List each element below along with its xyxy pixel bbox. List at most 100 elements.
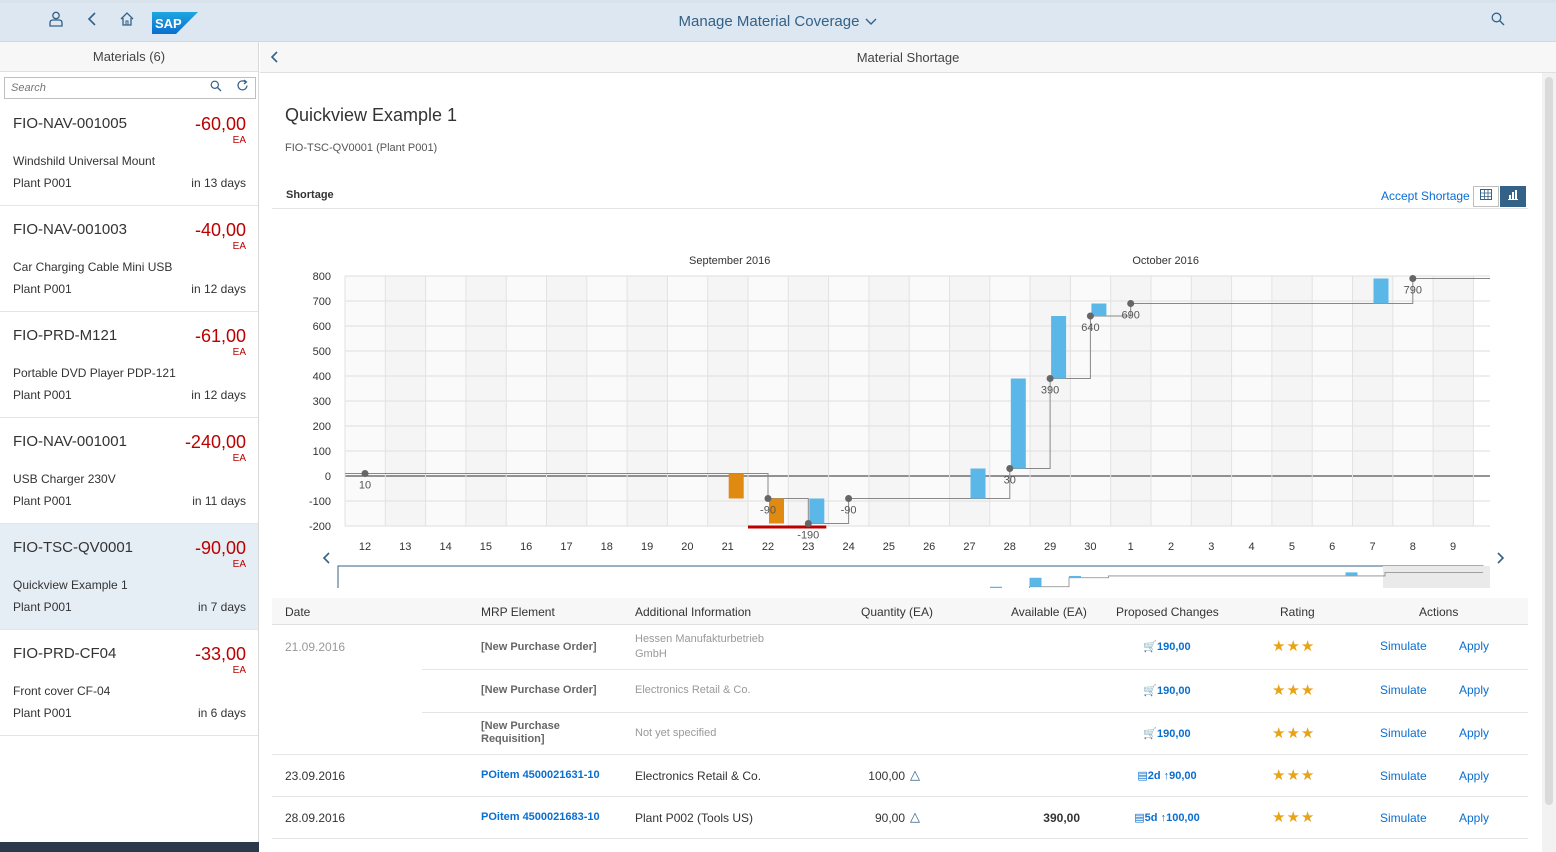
material-description: Car Charging Cable Mini USB (13, 260, 173, 274)
chevron-down-icon[interactable] (865, 13, 877, 30)
simulate-link[interactable]: Simulate (1380, 683, 1427, 697)
month-label: September 2016 (689, 255, 770, 267)
home-icon[interactable] (116, 11, 138, 33)
row-proposed[interactable]: 🛒190,00 (1102, 640, 1232, 653)
search-input[interactable] (5, 78, 195, 98)
user-icon[interactable] (45, 11, 67, 33)
search-field[interactable] (4, 77, 256, 99)
master-panel: Materials (6) FIO-NAV-001005 -60,00 EA W… (0, 42, 259, 852)
coverage-chart[interactable]: 800 700 600 500 400 300 200 100 0 -100 -200 Septemb… (260, 218, 1540, 588)
range-selector (337, 565, 1484, 588)
list-item[interactable]: FIO-PRD-M121 -61,00 EA Portable DVD Play… (0, 312, 258, 418)
x-tick-label: 15 (480, 541, 492, 553)
chevron-left-icon[interactable] (322, 551, 332, 570)
calendar-icon: ▤ (1137, 770, 1148, 782)
scroll-thumb[interactable] (1545, 77, 1553, 805)
search-icon[interactable] (207, 79, 225, 97)
list-item-selected[interactable]: FIO-TSC-QV0001 -90,00 EA Quickview Examp… (0, 524, 258, 630)
plant: Plant P001 (13, 706, 72, 720)
data-label: 390 (1041, 385, 1059, 397)
po-item-link[interactable]: POitem 4500021631-10 (481, 769, 600, 781)
simulate-link[interactable]: Simulate (1380, 639, 1427, 653)
table-row[interactable]: [New Purchase Order] Electronics Retail … (272, 669, 1528, 713)
triangle-icon[interactable]: △ (910, 809, 920, 824)
days: in 13 days (191, 176, 246, 190)
table-row[interactable]: [New Purchase Requisition] Not yet speci… (272, 712, 1528, 755)
proposed-days: 5d (1144, 812, 1158, 824)
apply-link[interactable]: Apply (1459, 726, 1490, 740)
apply-link[interactable]: Apply (1459, 683, 1490, 697)
master-footer (0, 842, 259, 852)
shortage-value: -60,00 (194, 114, 246, 134)
x-tick-label: 21 (722, 541, 734, 553)
row-rating: ★★★ (1272, 682, 1316, 699)
y-tick-label: -200 (309, 521, 331, 533)
row-proposed[interactable]: ▤2d ↑90,00 (1102, 769, 1232, 782)
data-label: 30 (1004, 475, 1016, 487)
overview-line (1029, 571, 1483, 588)
po-item-link[interactable]: POitem 4500021683-10 (481, 811, 600, 823)
step-bar (769, 498, 784, 524)
triangle-icon[interactable]: △ (910, 767, 920, 782)
row-proposed[interactable]: 🛒190,00 (1102, 684, 1232, 697)
apply-link[interactable]: Apply (1459, 811, 1490, 825)
x-tick-label: 17 (560, 541, 572, 553)
step-bar (1051, 316, 1067, 379)
cart-icon: 🛒 (1143, 728, 1158, 740)
detail-panel: Material Shortage Quickview Example 1 FI… (260, 42, 1556, 852)
x-tick-label: 22 (762, 541, 774, 553)
apply-link[interactable]: Apply (1459, 639, 1490, 653)
x-tick-label: 18 (601, 541, 613, 553)
list-item[interactable]: FIO-NAV-001001 -240,00 EA USB Charger 23… (0, 418, 258, 524)
table-row[interactable]: 21.09.2016 [New Purchase Order] Hessen M… (272, 625, 1528, 670)
x-tick-label: 27 (963, 541, 975, 553)
y-tick-label: 200 (313, 421, 331, 433)
arrow-up-icon: ↑ (1160, 812, 1167, 824)
scrollbar[interactable] (1542, 73, 1556, 852)
proposed-value: 190,00 (1157, 728, 1191, 740)
accept-shortage-link[interactable]: Accept Shortage (1381, 189, 1470, 203)
chart-view-button[interactable] (1500, 186, 1526, 207)
data-point (1046, 375, 1054, 382)
simulate-link[interactable]: Simulate (1380, 769, 1427, 783)
row-date: 23.09.2016 (285, 769, 346, 783)
y-tick-label: 500 (313, 346, 331, 358)
back-icon[interactable] (270, 42, 280, 73)
row-proposed[interactable]: ▤5d ↑100,00 (1102, 811, 1232, 824)
simulate-link[interactable]: Simulate (1380, 726, 1427, 740)
material-list: FIO-NAV-001005 -60,00 EA Windshild Unive… (0, 100, 258, 736)
data-point (1006, 465, 1014, 472)
list-item[interactable]: FIO-NAV-001003 -40,00 EA Car Charging Ca… (0, 206, 258, 312)
table-view-button[interactable] (1473, 186, 1499, 207)
detail-header: Material Shortage (260, 42, 1556, 73)
row-proposed[interactable]: 🛒190,00 (1102, 727, 1232, 740)
row-rating: ★★★ (1272, 638, 1316, 655)
list-item[interactable]: FIO-NAV-001005 -60,00 EA Windshild Unive… (0, 100, 258, 206)
list-item[interactable]: FIO-PRD-CF04 -33,00 EA Front cover CF-04… (0, 630, 258, 736)
x-tick-label: 30 (1084, 541, 1096, 553)
x-tick-label: 6 (1329, 541, 1335, 553)
master-title: Materials (6) (0, 42, 258, 72)
table-row[interactable]: 28.09.2016 POitem 4500021683-10 Plant P0… (272, 797, 1528, 839)
y-tick-label: 100 (313, 446, 331, 458)
overview-bar (1345, 572, 1358, 576)
refresh-icon[interactable] (233, 79, 251, 97)
app-title-text[interactable]: Manage Material Coverage (678, 13, 860, 30)
detail-header-title: Material Shortage (856, 50, 960, 65)
cart-icon: 🛒 (1143, 685, 1158, 697)
row-info: Electronics Retail & Co. (635, 684, 751, 696)
cart-icon: 🛒 (1143, 641, 1158, 653)
app-title[interactable]: Manage Material Coverage (0, 13, 1556, 30)
days: in 12 days (191, 388, 246, 402)
col-date: Date (285, 605, 311, 619)
x-tick-label: 19 (641, 541, 653, 553)
back-icon[interactable] (81, 11, 103, 33)
table-row[interactable]: 23.09.2016 POitem 4500021631-10 Electron… (272, 755, 1528, 797)
simulate-link[interactable]: Simulate (1380, 811, 1427, 825)
x-tick-label: 13 (399, 541, 411, 553)
data-label: 690 (1122, 310, 1140, 322)
search-icon[interactable] (1487, 11, 1509, 33)
chevron-right-icon[interactable] (1495, 551, 1505, 570)
apply-link[interactable]: Apply (1459, 769, 1490, 783)
